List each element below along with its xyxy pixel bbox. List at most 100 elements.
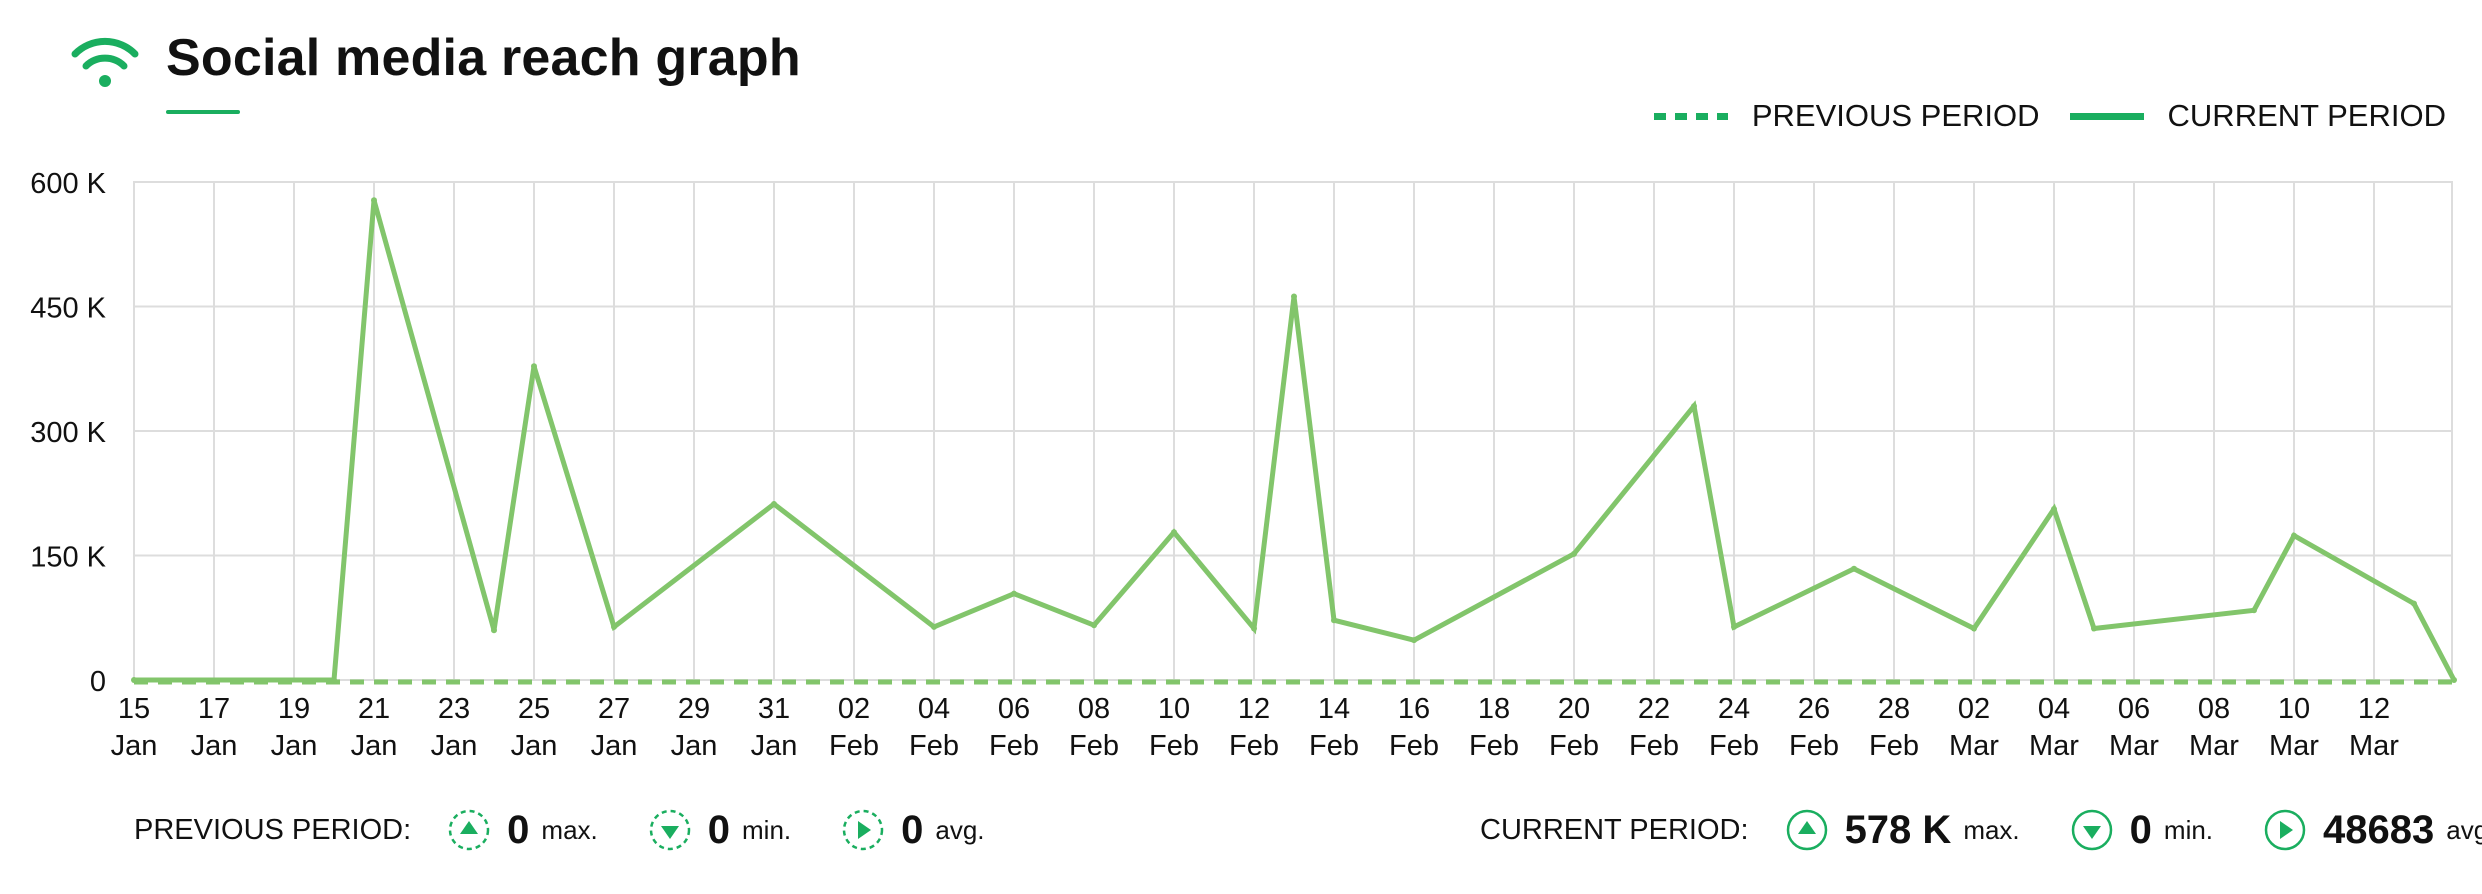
- y-tick-label: 150 K: [30, 542, 106, 574]
- x-tick-label: 20 Feb: [1549, 693, 1599, 762]
- data-point: [1731, 623, 1737, 630]
- x-tick-label: 25 Jan: [511, 693, 558, 762]
- x-tick-label: 17 Jan: [191, 693, 238, 762]
- wifi-icon: [71, 37, 139, 87]
- previous-min-unit: min.: [742, 814, 792, 845]
- max-up-icon: [1786, 809, 1827, 851]
- x-tick-label: 21 Jan: [351, 693, 398, 762]
- min-down-icon: [649, 809, 691, 851]
- previous-avg-value: 0: [901, 807, 924, 852]
- data-point: [611, 623, 617, 630]
- data-point: [531, 363, 537, 370]
- chart-legend: PREVIOUS PERIOD CURRENT PERIOD: [1653, 98, 2446, 134]
- x-tick-label: 06 Feb: [989, 693, 1039, 762]
- previous-avg-stat: 0 avg.: [841, 807, 985, 853]
- current-period-label: CURRENT PERIOD:: [1480, 813, 1749, 846]
- legend-item-previous[interactable]: PREVIOUS PERIOD: [1653, 98, 2040, 134]
- min-down-icon: [2071, 809, 2112, 851]
- data-point: [2091, 625, 2097, 632]
- x-tick-label: 12 Feb: [1229, 693, 1279, 762]
- x-tick-label: 06 Mar: [2109, 693, 2159, 762]
- data-point: [1171, 529, 1177, 536]
- chart-header: Social media reach graph: [70, 20, 830, 130]
- x-tick-label: 24 Feb: [1709, 693, 1759, 762]
- avg-right-icon: [842, 809, 884, 851]
- x-tick-label: 29 Jan: [671, 693, 718, 762]
- data-point: [771, 501, 777, 508]
- page-title: Social media reach graph: [166, 29, 801, 87]
- current-period-line: [134, 199, 2457, 683]
- previous-period-label: PREVIOUS PERIOD:: [134, 813, 412, 846]
- data-point: [2411, 600, 2417, 607]
- data-point: [1691, 403, 1697, 410]
- x-tick-label: 08 Mar: [2189, 693, 2239, 762]
- data-point: [1571, 550, 1577, 557]
- data-point: [1971, 625, 1977, 632]
- data-point: [371, 197, 377, 204]
- y-tick-label: 450 K: [30, 293, 106, 325]
- data-point: [2451, 677, 2457, 683]
- x-tick-label: 02 Mar: [1949, 693, 1999, 762]
- previous-period-stats: PREVIOUS PERIOD: 0 max. 0 min. 0 avg.: [134, 795, 985, 865]
- data-point: [1091, 622, 1097, 629]
- x-tick-label: 15 Jan: [111, 693, 158, 762]
- y-tick-label: 600 K: [30, 170, 106, 200]
- x-tick-label: 14 Feb: [1309, 693, 1359, 762]
- data-point: [1411, 637, 1417, 644]
- x-tick-label: 23 Jan: [431, 693, 478, 762]
- data-point: [2251, 607, 2257, 614]
- x-tick-label: 16 Feb: [1389, 693, 1439, 762]
- x-tick-label: 10 Feb: [1149, 693, 1199, 762]
- stats-footer: PREVIOUS PERIOD: 0 max. 0 min. 0 avg.: [0, 795, 2482, 865]
- max-up-icon: [448, 809, 490, 851]
- x-tick-label: 04 Mar: [2029, 693, 2079, 762]
- title-underline: [166, 110, 240, 114]
- x-tick-label: 19 Jan: [271, 693, 318, 762]
- x-tick-label: 12 Mar: [2349, 693, 2399, 762]
- y-tick-label: 300 K: [30, 417, 106, 449]
- legend-label-current: CURRENT PERIOD: [2167, 98, 2446, 133]
- current-avg-stat: 48683 avg.: [2263, 808, 2482, 853]
- x-tick-label: 08 Feb: [1069, 693, 1119, 762]
- current-max-unit: max.: [1963, 814, 2020, 845]
- x-tick-label: 02 Feb: [829, 693, 879, 762]
- data-point: [491, 627, 497, 634]
- x-tick-label: 22 Feb: [1629, 693, 1679, 762]
- solid-line-swatch: [2069, 112, 2144, 120]
- x-tick-label: 31 Jan: [751, 693, 798, 762]
- avg-right-icon: [2264, 809, 2306, 851]
- previous-avg-unit: avg.: [935, 814, 985, 845]
- current-min-value: 0: [2129, 807, 2152, 852]
- data-point: [1851, 565, 1857, 572]
- data-point: [1291, 293, 1297, 300]
- previous-min-stat: 0 min.: [648, 808, 791, 853]
- x-tick-label: 10 Mar: [2269, 693, 2319, 762]
- x-tick-label: 27 Jan: [591, 693, 638, 762]
- previous-max-unit: max.: [541, 814, 598, 845]
- current-avg-value: 48683: [2323, 807, 2435, 852]
- data-point: [2051, 506, 2057, 513]
- previous-max-stat: 0 max.: [447, 808, 598, 853]
- x-tick-label: 26 Feb: [1789, 693, 1839, 762]
- dashed-line-swatch: [1653, 112, 1728, 120]
- y-tick-label: 0: [90, 666, 106, 698]
- line-chart[interactable]: 0 150 K 300 K 450 K 600 K 15 Jan 17 Jan 19 Jan 21 Ja…: [0, 168, 2482, 770]
- previous-min-value: 0: [707, 807, 731, 852]
- legend-item-current[interactable]: CURRENT PERIOD: [2069, 98, 2446, 134]
- x-tick-label: 18 Feb: [1469, 693, 1519, 762]
- data-point: [1251, 625, 1257, 632]
- current-min-unit: min.: [2163, 814, 2214, 845]
- data-point: [931, 623, 937, 630]
- chart-area: 0 150 K 300 K 450 K 600 K 15 Jan 17 Jan 19 Jan 21 Ja…: [0, 168, 2482, 770]
- data-point: [331, 677, 337, 683]
- current-max-value: 578 K: [1844, 807, 1952, 852]
- previous-max-value: 0: [507, 807, 530, 852]
- current-period-stats: CURRENT PERIOD: 578 K max. 0 min. 48683 …: [1480, 795, 2482, 865]
- current-avg-unit: avg.: [2446, 814, 2482, 845]
- data-point: [2291, 532, 2297, 539]
- legend-label-previous: PREVIOUS PERIOD: [1751, 98, 2040, 133]
- current-max-stat: 578 K max.: [1785, 808, 2020, 853]
- data-point: [1011, 590, 1017, 597]
- data-point: [131, 677, 137, 683]
- data-point: [1331, 617, 1337, 624]
